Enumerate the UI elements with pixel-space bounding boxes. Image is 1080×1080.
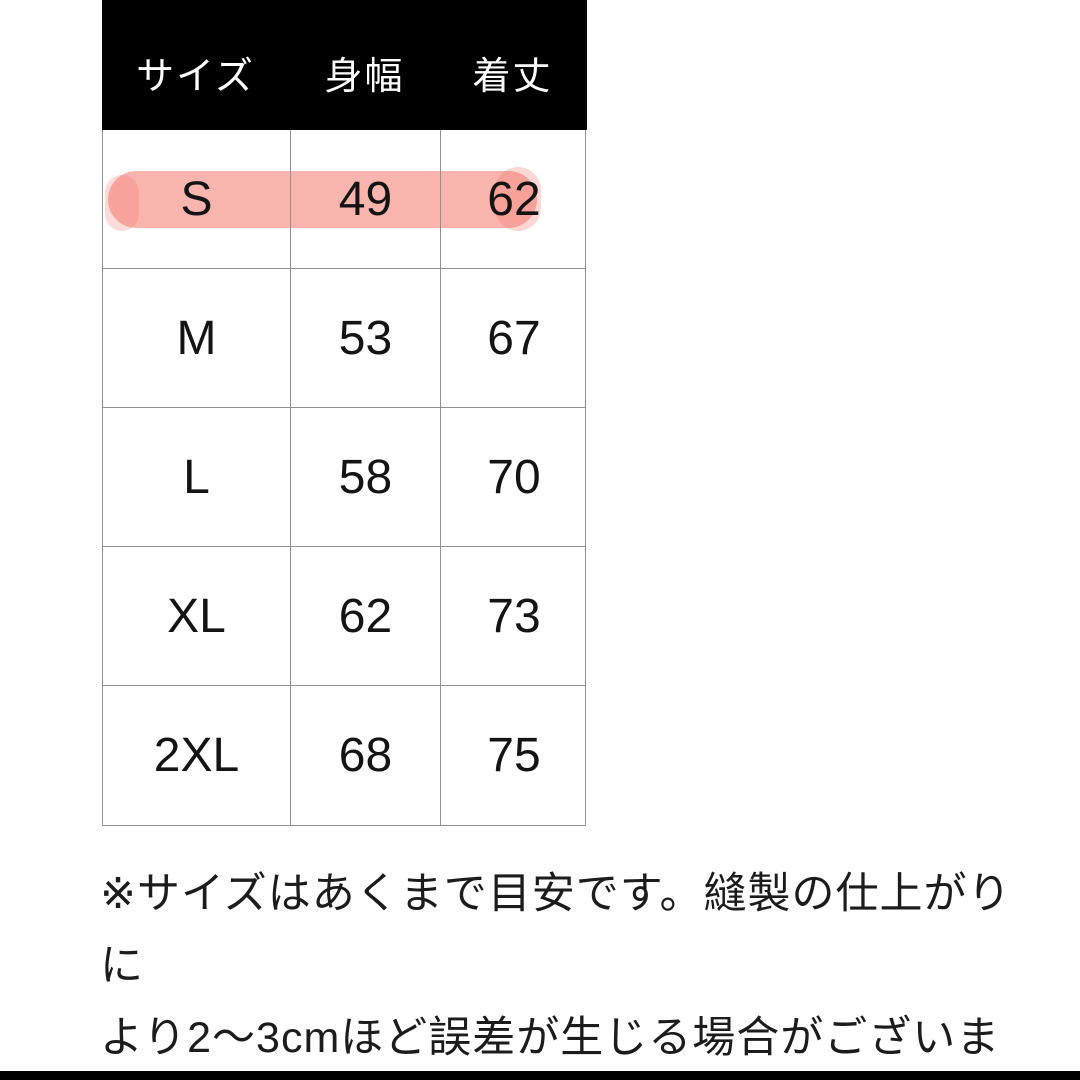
cell-width: 49 bbox=[291, 130, 441, 268]
column-header-size: サイズ bbox=[136, 55, 255, 98]
cell-size: S bbox=[103, 130, 291, 268]
bottom-black-bar bbox=[0, 1071, 1080, 1080]
table-row-l: L 58 70 bbox=[103, 408, 585, 547]
cell-length: 75 bbox=[487, 729, 541, 782]
cell-size: XL bbox=[103, 547, 291, 685]
cell-size: 2XL bbox=[103, 686, 291, 825]
cell-width: 58 bbox=[291, 408, 441, 546]
cell-width: 68 bbox=[291, 686, 441, 825]
cell-length: 67 bbox=[487, 311, 541, 365]
table-row-m: M 53 67 bbox=[103, 269, 585, 408]
cell-length: 70 bbox=[487, 450, 541, 504]
note-line-1: ※サイズはあくまで目安です。縫製の仕上がりに bbox=[100, 870, 1012, 990]
table-row-xl: XL 62 73 bbox=[103, 547, 585, 686]
table-row-s: S 49 62 bbox=[103, 130, 585, 269]
size-table: サイズ 身幅 着丈 S 49 62 M 53 67 L 58 70 XL 62 … bbox=[101, 0, 587, 826]
column-header-length: 着丈 bbox=[472, 55, 553, 98]
cell-size: L bbox=[103, 408, 291, 546]
highlight-marker bbox=[105, 167, 541, 231]
table-row-2xl: 2XL 68 75 bbox=[103, 686, 585, 825]
cell-length: 73 bbox=[487, 589, 541, 643]
cell-width: 62 bbox=[291, 547, 441, 685]
cell-width: 53 bbox=[291, 269, 441, 407]
size-disclaimer-note: ※サイズはあくまで目安です。縫製の仕上がりに より2〜3cmほど誤差が生じる場合… bbox=[100, 858, 1030, 1080]
size-table-header: サイズ 身幅 着丈 bbox=[101, 0, 587, 130]
column-header-width: 身幅 bbox=[324, 55, 405, 98]
cell-length: 62 bbox=[487, 172, 541, 226]
note-line-2: より2〜3cmほど誤差が生じる場合がございま bbox=[100, 1014, 1001, 1062]
cell-size: M bbox=[103, 269, 291, 407]
